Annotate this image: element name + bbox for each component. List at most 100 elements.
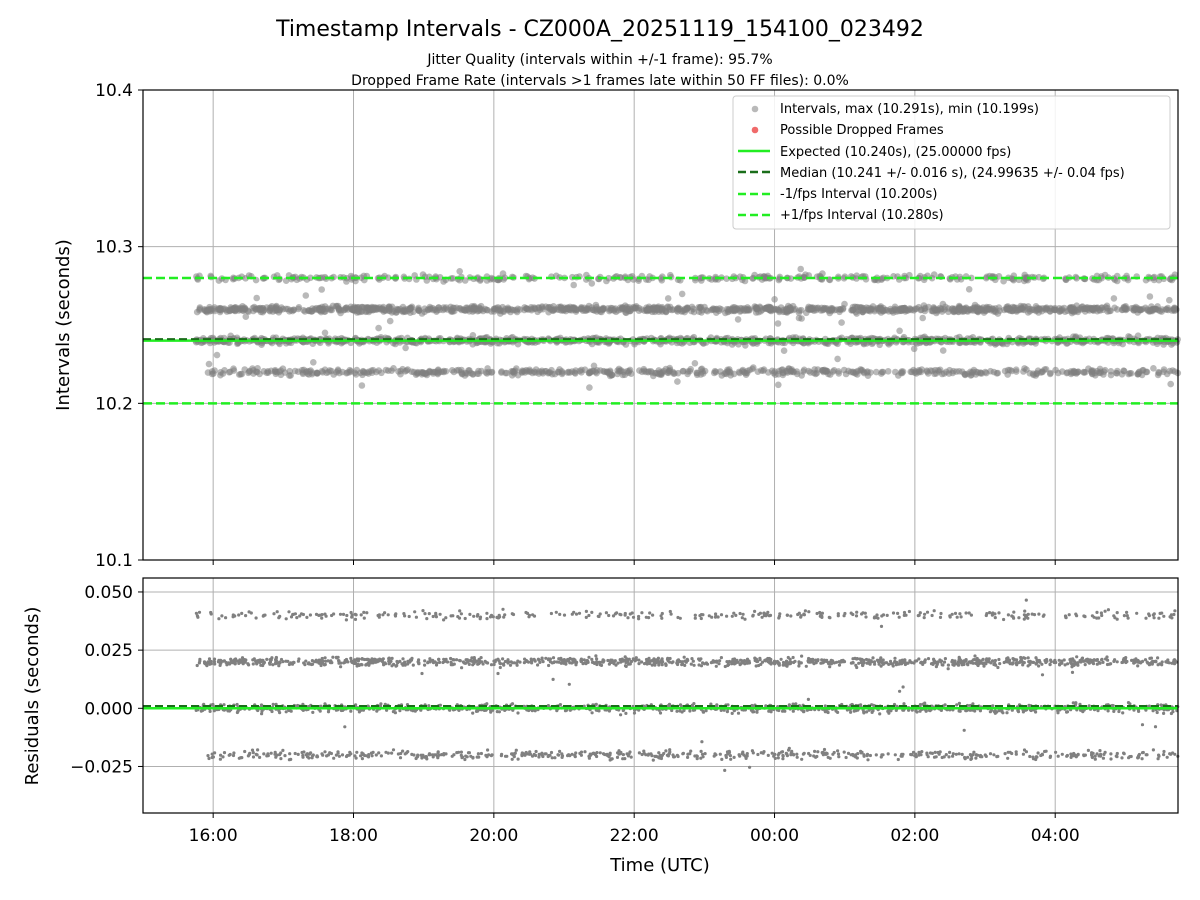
interval-point: [535, 304, 543, 312]
interval-point: [279, 365, 287, 373]
residual-point: [699, 749, 703, 754]
residual-point: [742, 753, 746, 757]
residual-point: [816, 750, 820, 754]
residual-point: [954, 752, 958, 756]
residual-point: [202, 660, 207, 664]
interval-point: [483, 306, 490, 314]
residual-point: [510, 757, 514, 761]
interval-point: [768, 367, 776, 375]
interval-point: [893, 306, 900, 314]
interval-point: [415, 304, 422, 312]
interval-point: [528, 305, 535, 313]
residual-point: [800, 654, 804, 658]
residual-point: [341, 612, 346, 617]
residual-point: [725, 614, 729, 618]
residual-point: [455, 658, 459, 662]
interval-point: [920, 302, 928, 309]
interval-point: [968, 305, 976, 313]
residual-point: [678, 709, 682, 713]
interval-point: [600, 305, 608, 312]
interval-point: [798, 315, 805, 322]
residual-point: [1162, 749, 1166, 754]
residual-point: [943, 657, 948, 661]
interval-point: [1104, 308, 1111, 315]
residual-point: [359, 613, 363, 617]
residual-point: [893, 753, 897, 757]
residual-point: [339, 665, 343, 669]
interval-point: [471, 306, 478, 313]
residual-point: [423, 659, 427, 663]
residual-point: [283, 754, 287, 758]
residual-point: [710, 615, 714, 619]
residual-point: [206, 754, 210, 758]
residual-point: [640, 611, 644, 615]
residual-point: [948, 750, 952, 755]
residual-point: [957, 701, 962, 706]
legend-dropped-marker: [751, 126, 759, 134]
interval-point: [938, 370, 946, 378]
interval-point: [898, 369, 906, 377]
interval-point: [380, 306, 387, 314]
residual-point: [553, 756, 557, 760]
residual-point: [457, 750, 461, 754]
residual-point: [1151, 748, 1155, 752]
interval-point: [761, 305, 769, 312]
residual-point: [764, 704, 768, 708]
residual-point: [997, 611, 1001, 615]
residual-point: [1086, 748, 1090, 753]
residual-point: [1158, 611, 1162, 616]
residual-point: [271, 702, 275, 707]
residual-point: [1000, 709, 1004, 713]
interval-point: [341, 305, 349, 312]
interval-point: [1138, 371, 1146, 379]
residual-point: [391, 748, 396, 752]
legend-median-label: Median (10.241 +/- 0.016 s), (24.99635 +…: [780, 166, 1125, 181]
residual-point: [1019, 659, 1023, 663]
interval-point: [653, 304, 660, 312]
residual-point: [1098, 661, 1102, 665]
residual-point: [766, 753, 770, 758]
residual-point: [547, 663, 551, 668]
residual-point: [854, 614, 859, 618]
residual-point: [240, 611, 244, 616]
interval-point: [217, 371, 224, 379]
interval-point: [295, 304, 303, 311]
interval-point: [369, 306, 377, 314]
interval-point: [713, 306, 720, 314]
legend-intervals-label: Intervals, max (10.291s), min (10.199s): [780, 102, 1039, 117]
residual-point: [212, 657, 217, 661]
interval-point: [834, 355, 841, 363]
residual-point: [969, 613, 974, 617]
residual-point: [1100, 657, 1104, 662]
residual-point: [725, 710, 730, 714]
interval-point: [742, 342, 749, 349]
residual-point: [693, 613, 697, 617]
interval-point: [1110, 295, 1118, 302]
residual-point: [997, 657, 1001, 662]
interval-point: [949, 305, 956, 312]
interval-point: [203, 308, 210, 315]
residual-point: [485, 611, 489, 615]
interval-point: [614, 307, 622, 314]
residual-point: [896, 757, 900, 762]
residual-point: [787, 703, 792, 707]
residual-point: [769, 710, 773, 714]
residual-point: [277, 616, 281, 620]
residual-point: [1058, 662, 1062, 666]
interval-point: [588, 280, 596, 287]
interval-point: [375, 324, 382, 332]
residual-point: [795, 755, 799, 759]
interval-point: [1058, 305, 1066, 313]
residual-point: [748, 765, 752, 769]
residual-point: [555, 660, 559, 664]
residual-point: [377, 613, 381, 617]
residual-point: [868, 753, 873, 758]
residual-point: [865, 754, 869, 758]
residual-point: [675, 709, 679, 713]
interval-point: [397, 367, 405, 375]
residual-point: [1024, 598, 1028, 602]
interval-point: [790, 306, 797, 314]
residual-point: [676, 754, 680, 759]
interval-point: [906, 305, 914, 312]
interval-point: [563, 305, 570, 313]
